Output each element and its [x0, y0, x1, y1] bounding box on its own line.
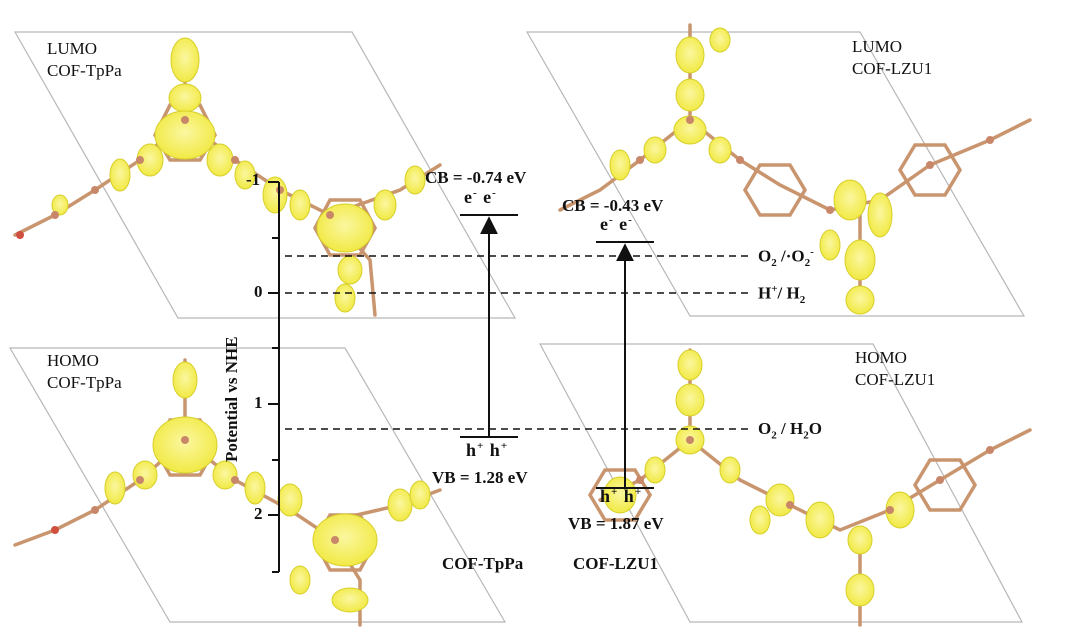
o2-h2o-label: O2 / H2O — [758, 419, 822, 442]
homo-lzu1-orbital: HOMO — [855, 348, 907, 367]
tppa-category-label: COF-TpPa — [442, 554, 524, 573]
lumo-lzu1-orbital: LUMO — [852, 37, 903, 56]
homo-lzu1-material: COF-LZU1 — [855, 370, 936, 389]
tick-label: -1 — [246, 170, 261, 189]
homo-tppa-cell — [8, 347, 507, 623]
homo-tppa-material: COF-TpPa — [47, 373, 122, 392]
tppa-vb-label: VB = 1.28 eV — [432, 468, 528, 487]
lzu1-electrons: e- e- — [600, 214, 633, 234]
lumo-lzu1-cell — [525, 31, 1026, 317]
lumo-lzu1-label: LUMO COF-LZU1 — [852, 36, 932, 80]
lumo-tppa-label: LUMO COF-TpPa — [47, 38, 122, 82]
axis-title: Potential vs NHE — [222, 336, 241, 462]
lumo-lzu1-material: COF-LZU1 — [852, 59, 933, 78]
homo-tppa-orbital: HOMO — [47, 351, 99, 370]
lzu1-vb-label: VB = 1.87 eV — [568, 514, 664, 533]
tick-label: 1 — [254, 393, 263, 412]
tppa-cb-label: CB = -0.74 eV — [425, 168, 527, 187]
lzu1-holes: h+ h+ — [600, 486, 643, 506]
homo-tppa-label: HOMO COF-TpPa — [47, 350, 122, 394]
tick-label: 0 — [254, 282, 263, 301]
lumo-tppa-cell — [13, 31, 517, 319]
h2-label: H+/ H2 — [758, 283, 806, 307]
homo-lzu1-label: HOMO COF-LZU1 — [855, 347, 935, 391]
tppa-electrons: e- e- — [464, 187, 497, 207]
homo-lzu1-cell — [538, 343, 1024, 623]
lumo-tppa-orbital: LUMO — [47, 39, 98, 58]
lzu1-cb-label: CB = -0.43 eV — [562, 196, 664, 215]
tick-label: 2 — [254, 504, 263, 523]
o2-superoxide-label: O2 /·O2- — [758, 246, 814, 270]
lzu1-category-label: COF-LZU1 — [573, 554, 658, 573]
tppa-holes: h+ h+ — [466, 440, 509, 460]
lumo-tppa-material: COF-TpPa — [47, 61, 122, 80]
